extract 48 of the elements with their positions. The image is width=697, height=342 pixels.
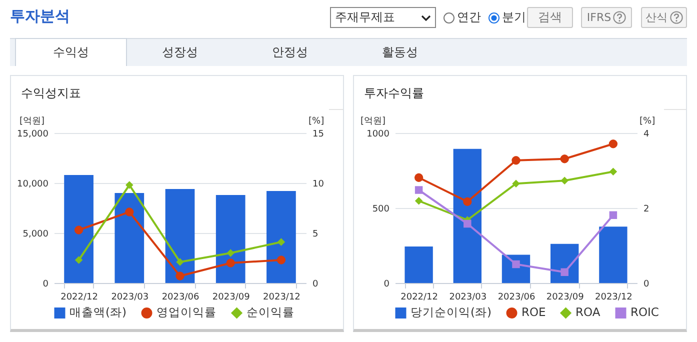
text: 성장성 xyxy=(161,44,199,61)
text: 주재무제표 xyxy=(335,9,395,26)
y-tick-label: 5,000 xyxy=(22,230,49,240)
y-tick-label: 0 xyxy=(384,280,390,290)
y-tick-label: 15,000 xyxy=(17,130,49,140)
y-axis-title: [억원] xyxy=(360,116,386,126)
x-tick-label: 2023/09 xyxy=(546,292,584,302)
text: 수익성 xyxy=(15,38,127,66)
x-tick-label: 2022/12 xyxy=(60,292,98,302)
x-tick-label: 2023/03 xyxy=(111,292,149,302)
x-tick-label: 2023/12 xyxy=(594,292,632,302)
text: 연간 xyxy=(457,9,481,26)
text: 활동성 xyxy=(381,44,419,61)
y2-axis-title: [%] xyxy=(640,116,656,126)
y2-tick-label: 2 xyxy=(644,204,650,214)
y-axis-title: [억원] xyxy=(19,116,44,126)
text: 안정성 xyxy=(271,44,309,61)
x-tick-label: 2022/12 xyxy=(400,292,438,302)
x-tick-label: 2023/06 xyxy=(498,292,536,302)
text: IFRS xyxy=(586,11,612,24)
legend-label: 영업이익률 xyxy=(156,305,216,320)
chart-title: 수익성지표 xyxy=(11,76,343,110)
x-tick-label: 2023/06 xyxy=(162,292,200,302)
legend-label: 매출액(좌) xyxy=(70,305,126,320)
y2-tick-label: 0 xyxy=(644,280,650,290)
chart-title: 투자수익률 xyxy=(354,76,686,110)
legend-label: ROE xyxy=(522,305,546,320)
y2-axis-title: [%] xyxy=(308,116,324,126)
y2-tick-label: 0 xyxy=(312,280,318,290)
y2-tick-label: 4 xyxy=(644,130,650,140)
x-tick-label: 2023/03 xyxy=(449,292,487,302)
y2-tick-label: 15 xyxy=(312,130,324,140)
text: 투자분석 xyxy=(10,7,70,26)
y-tick-label: 500 xyxy=(372,204,390,214)
legend-label: ROIC xyxy=(630,305,659,320)
legend-label: 순이익률 xyxy=(246,305,294,320)
x-tick-label: 2023/09 xyxy=(212,292,250,302)
y2-tick-label: 5 xyxy=(312,230,318,240)
text: 검색 xyxy=(527,7,573,28)
x-tick-label: 2023/12 xyxy=(263,292,300,302)
text: 분기 xyxy=(502,9,526,26)
y-tick-label: 0 xyxy=(42,280,49,290)
legend-label: ROA xyxy=(576,305,600,320)
y-tick-label: 1000 xyxy=(366,130,390,140)
y-tick-label: 10,000 xyxy=(17,180,49,190)
y2-tick-label: 10 xyxy=(312,180,324,190)
text: 산식 xyxy=(646,10,668,25)
legend-label: 당기순이익(좌) xyxy=(410,305,492,320)
